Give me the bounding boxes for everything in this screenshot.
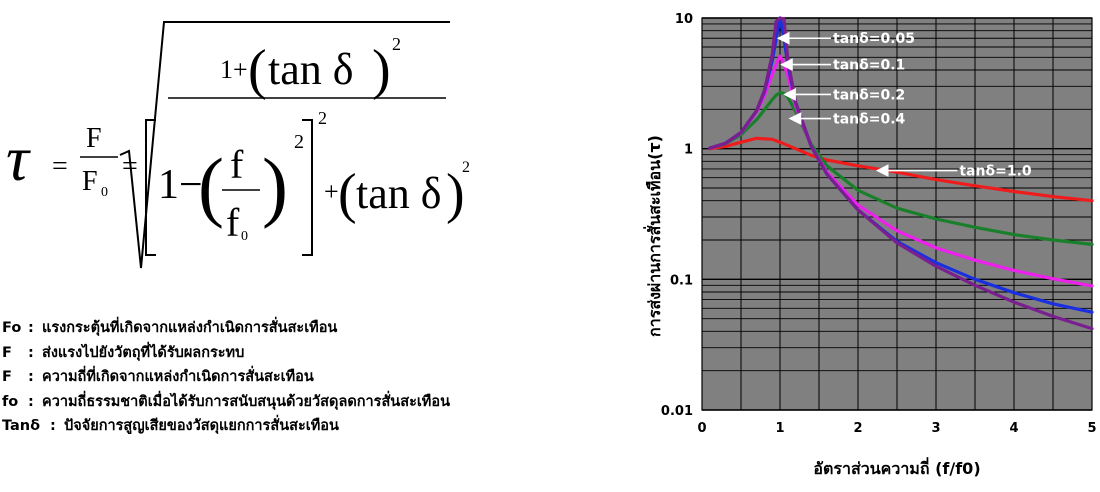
formula-F: F — [86, 123, 102, 154]
legend-colon: : — [28, 393, 34, 410]
formula-paren-l2: ( — [198, 142, 224, 229]
series-line-0-4 — [708, 90, 1094, 246]
legend-row: Fo: แรงกระตุ้นที่เกิดจากแหล่งกำเนิดการสั่… — [2, 316, 602, 341]
formula-F0: F — [82, 166, 98, 197]
formula-paren-r2: ) — [262, 142, 288, 229]
x-tick-label: 2 — [853, 421, 862, 436]
formula-paren-r1: ) — [372, 39, 391, 101]
formula-exp-bottom: 2 — [462, 159, 470, 176]
x-tick-label: 3 — [931, 421, 940, 436]
y-tick-label: 1 — [684, 143, 693, 158]
formula-paren-l3: ( — [338, 163, 357, 225]
legend-colon: : — [28, 320, 34, 336]
x-tick-label: 1 — [775, 421, 784, 436]
legend-row: F: ความถี่ที่เกิดจากแหล่งกำเนิดการสั่นสะเ… — [2, 365, 602, 390]
formula-one-minus: 1− — [158, 162, 203, 208]
y-tick-label: 0.01 — [661, 404, 693, 419]
formula-exp-inner: 2 — [294, 131, 304, 153]
x-tick-label: 5 — [1087, 421, 1096, 436]
legend-description: ปัจจัยการสูญเสียของวัสดุแยกการสั่นสะเทือ… — [64, 418, 339, 434]
legend-row: F: ส่งแรงไปยังวัตถุที่ได้รับผลกระทบ — [2, 341, 602, 366]
y-tick-label: 0.1 — [670, 273, 693, 288]
formula-paren-r3: ) — [446, 163, 465, 225]
x-axis-label: อัตราส่วนความถี่ (f/f0) — [813, 457, 980, 478]
formula-paren-l1: ( — [248, 39, 267, 101]
legend-colon: : — [28, 369, 34, 385]
legend-symbol: F — [2, 344, 12, 361]
legend-symbol: Tanδ — [2, 418, 41, 434]
annotation-label: tanδ=0.2 — [833, 87, 905, 103]
formula-exp-top: 2 — [392, 34, 401, 54]
formula-eq-1: = — [52, 151, 68, 182]
annotation-label: tanδ=1.0 — [959, 164, 1032, 180]
series-line-0-05 — [708, 16, 1094, 331]
formula-sqrt-sign — [119, 21, 450, 269]
x-tick-label: 0 — [697, 421, 706, 436]
formula-f: f — [230, 142, 244, 187]
formula-bracket-left — [145, 119, 156, 256]
legend-description: ความถี่ที่เกิดจากแหล่งกำเนิดการสั่นสะเทื… — [42, 369, 314, 385]
legend-description: แรงกระตุ้นที่เกิดจากแหล่งกำเนิดการสั่นสะ… — [42, 320, 338, 336]
symbol-legend: Fo: แรงกระตุ้นที่เกิดจากแหล่งกำเนิดการสั่… — [2, 316, 602, 439]
transmissibility-chart: tanδ=0.05 tanδ=0.1 tanδ=0.2 tanδ=0.4 tanδ=1.… — [643, 12, 1097, 478]
formula-plus: + — [324, 177, 339, 206]
legend-row: Tanδ: ปัจจัยการสูญเสียของวัสดุแยกการสั่นส… — [2, 414, 602, 439]
legend-colon: : — [28, 344, 34, 361]
y-axis-label: การส่งผ่านการสั่นสะเทือน(τ) — [643, 135, 664, 337]
formula-exp-outer: 2 — [318, 108, 327, 128]
annotation-label: tanδ=0.1 — [833, 58, 905, 74]
formula-F0-sub: 0 — [101, 185, 108, 200]
legend-description: ความถี่ธรรมชาติเมื่อได้รับการสนับสนุนด้ว… — [42, 393, 450, 410]
formula-f0: f — [226, 200, 240, 245]
annotation-label: tanδ=0.05 — [833, 31, 915, 47]
annotation-label: tanδ=0.4 — [833, 112, 906, 128]
formula-tan-delta-bottom: tan δ — [356, 169, 442, 218]
legend-description: ส่งแรงไปยังวัตถุที่ได้รับผลกระทบ — [42, 344, 245, 361]
y-tick-label: 10 — [675, 12, 693, 27]
formula-bracket-right — [302, 119, 313, 256]
x-tick-label: 4 — [1009, 421, 1018, 436]
legend-row: fo: ความถี่ธรรมชาติเมื่อได้รับการสนับสนุน… — [2, 390, 602, 415]
formula-f0-sub: 0 — [241, 229, 248, 244]
legend-symbol: F — [2, 369, 12, 385]
plot-frame — [701, 17, 1093, 411]
formula-one-plus: 1+ — [220, 55, 248, 84]
legend-symbol: fo — [2, 393, 19, 410]
legend-symbol: Fo — [2, 320, 22, 336]
formula-tan-delta-top: tan δ — [268, 45, 354, 94]
formula-tau: τ — [6, 123, 31, 194]
transmissibility-formula: τ = F F 0 = 1+ ( tan δ ) 2 1− ( f f 0 ) … — [6, 21, 470, 269]
legend-colon: : — [50, 418, 56, 434]
